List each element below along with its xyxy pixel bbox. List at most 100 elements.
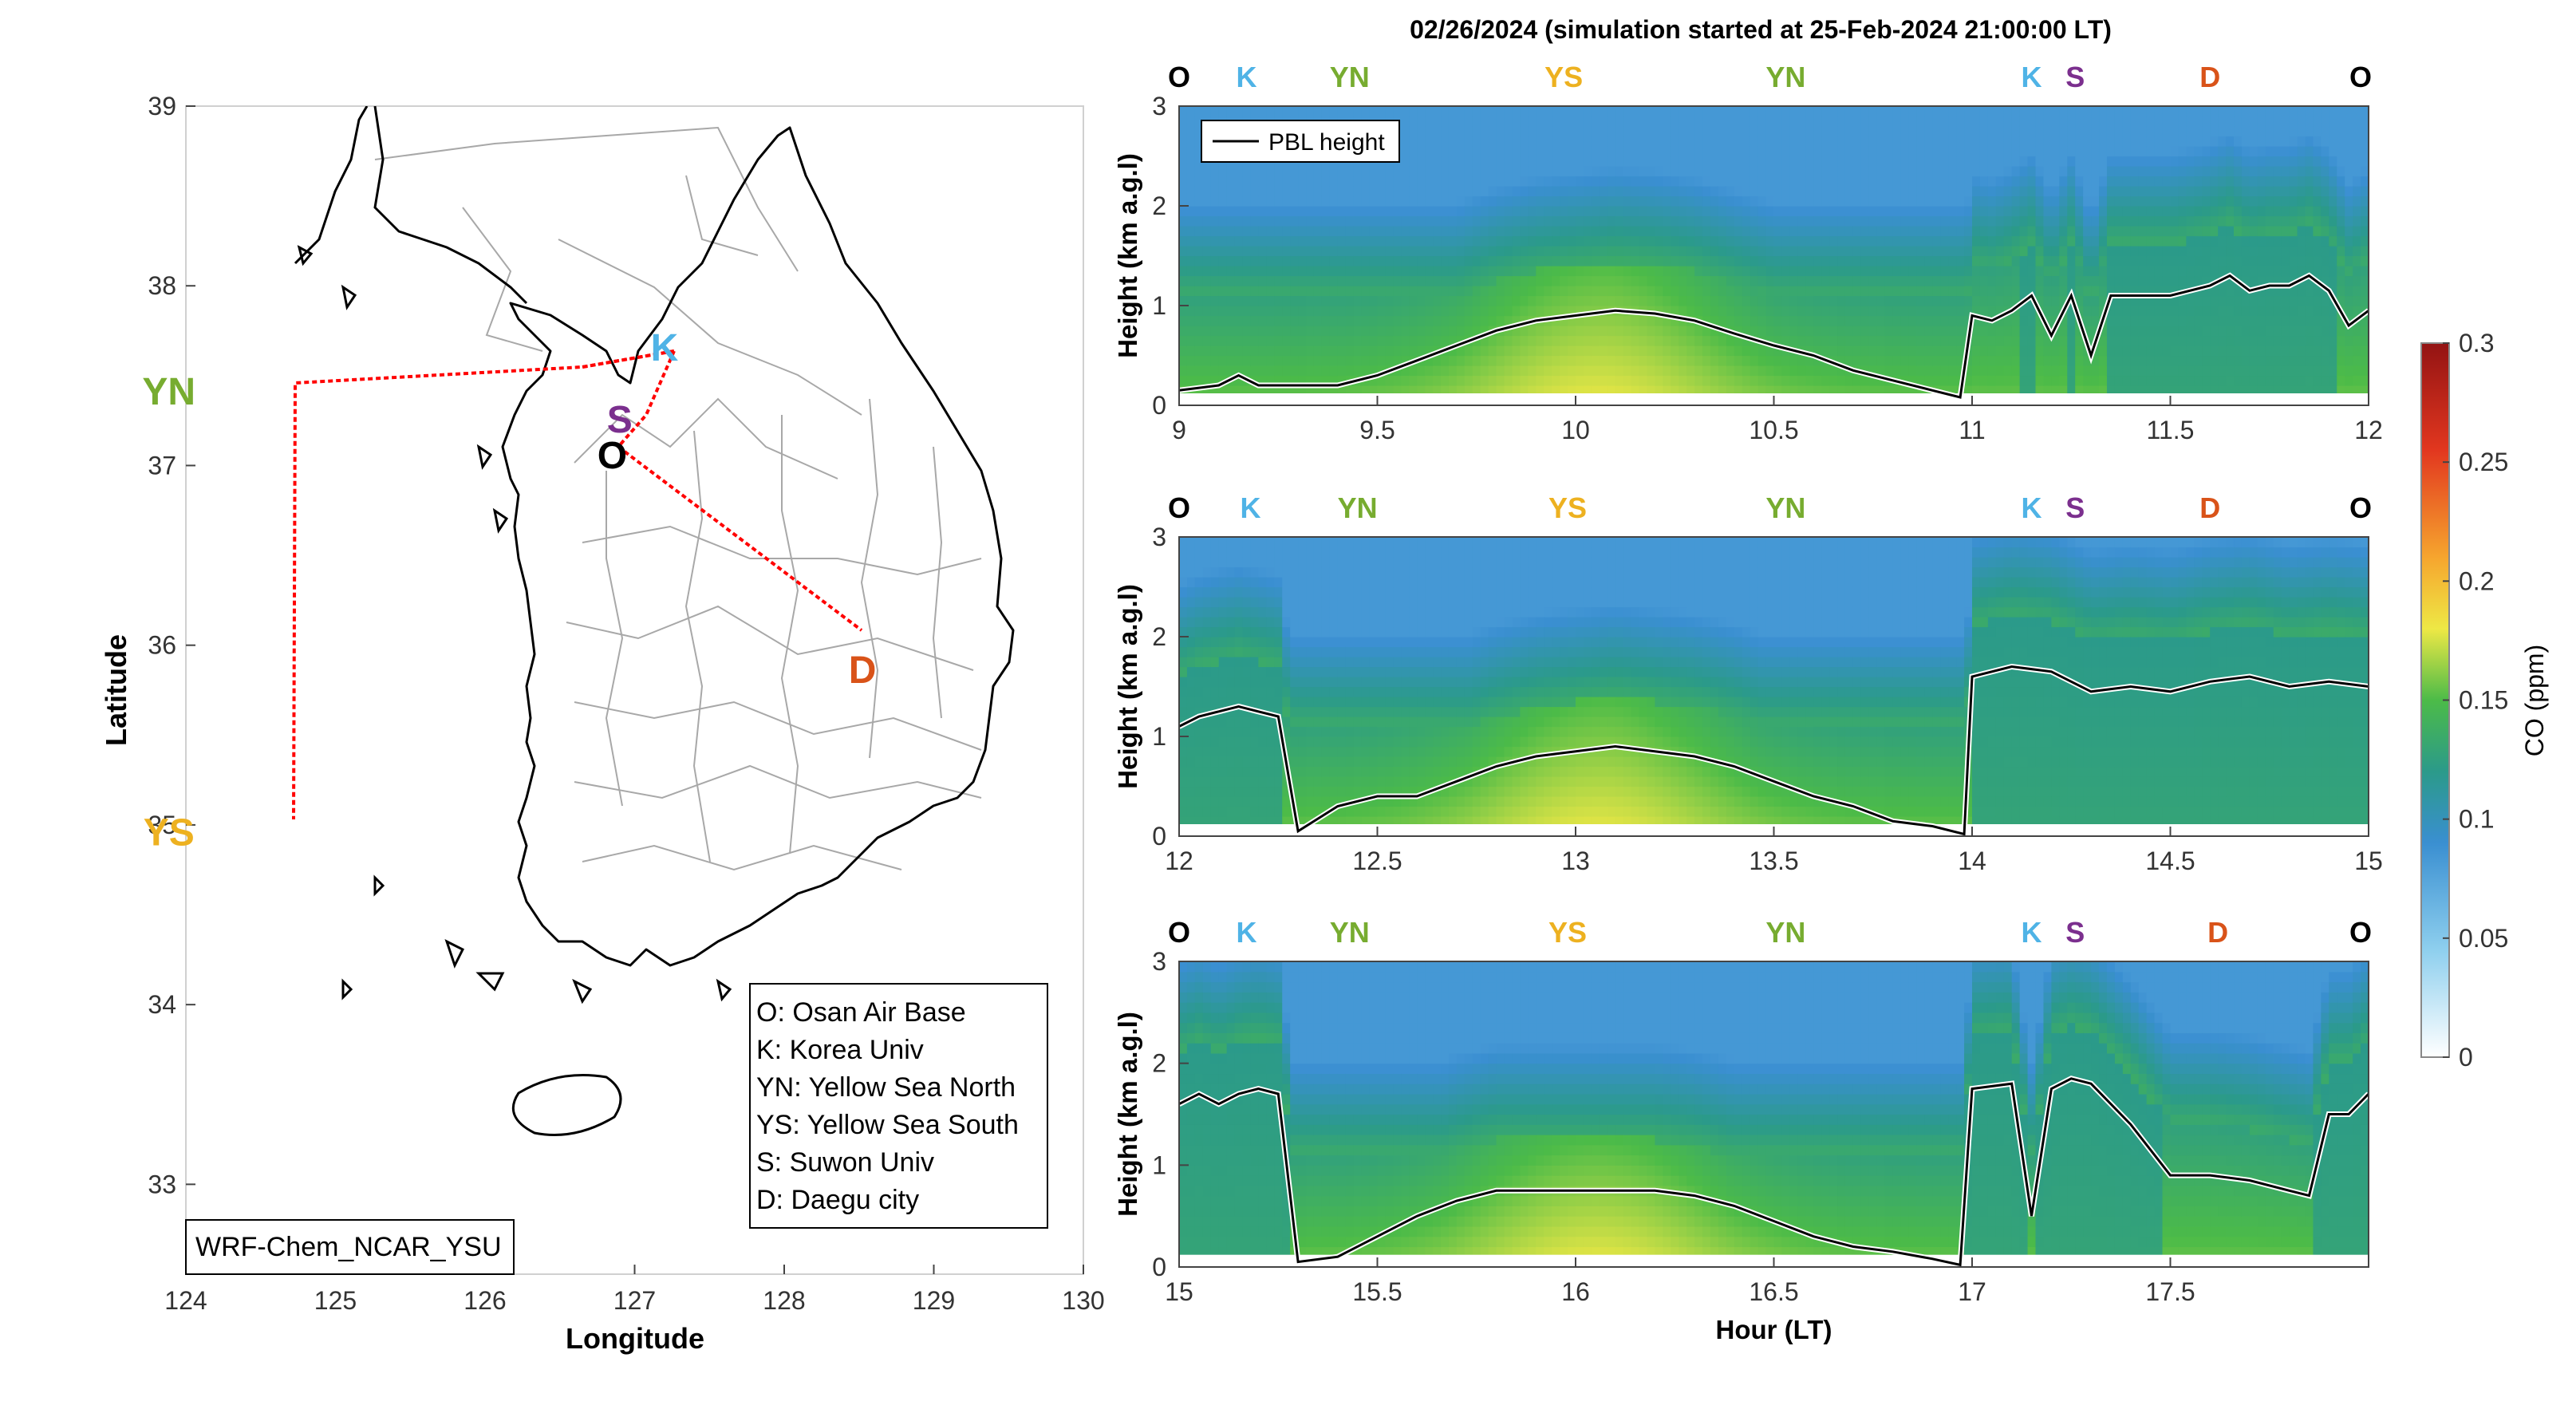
heatmap-cell	[1868, 136, 1878, 147]
heatmap-cell	[1599, 355, 1608, 366]
heatmap-cell	[1425, 385, 1434, 397]
heatmap-cell	[2241, 295, 2251, 306]
heatmap-cell	[1441, 306, 1450, 317]
heatmap-cell	[2361, 156, 2369, 167]
heatmap-cell	[1313, 706, 1323, 717]
heatmap-cell	[1948, 286, 1957, 297]
heatmap-cell	[2281, 326, 2290, 337]
heatmap-cell	[1488, 246, 1497, 257]
heatmap-cell	[1345, 345, 1355, 357]
heatmap-cell	[2027, 226, 2037, 237]
heatmap-cell	[1306, 657, 1315, 668]
heatmap-cell	[1765, 136, 1775, 147]
heatmap-cell	[2257, 206, 2266, 217]
heatmap-cell	[1908, 315, 1918, 326]
heatmap-cell	[1282, 637, 1291, 648]
heatmap-cell	[1908, 266, 1918, 277]
heatmap-cell	[1361, 255, 1371, 266]
heatmap-cell	[1337, 206, 1347, 217]
heatmap-cell	[1568, 136, 1576, 147]
heatmap-cell	[2114, 226, 2124, 237]
heatmap-cell	[2162, 126, 2172, 137]
heatmap-cell	[1631, 286, 1640, 297]
heatmap-cell	[1932, 335, 1941, 346]
heatmap-cell	[2146, 215, 2156, 227]
heatmap-cell	[1852, 226, 1862, 237]
heatmap-cell	[1448, 235, 1458, 247]
heatmap-cell	[1647, 365, 1655, 377]
site-label-d: D	[849, 649, 877, 692]
heatmap-cell	[1306, 335, 1315, 346]
heatmap-cell	[1369, 176, 1379, 187]
heatmap-cell	[1186, 106, 1196, 117]
heatmap-cell	[1210, 246, 1220, 257]
heatmap-cell	[2154, 326, 2164, 337]
heatmap-cell	[2249, 255, 2258, 266]
heatmap-cell	[2353, 255, 2361, 266]
heatmap-cell	[2035, 246, 2045, 257]
heatmap-cell	[1226, 697, 1236, 708]
heatmap-cell	[1472, 126, 1481, 137]
heatmap-cell	[1409, 235, 1418, 247]
heatmap-cell	[1583, 215, 1592, 227]
heatmap-cell	[2091, 365, 2100, 377]
heatmap-cell	[2353, 215, 2361, 227]
heatmap-cell	[1433, 136, 1442, 147]
heatmap-cell	[1900, 106, 1910, 117]
heatmap-cell	[1544, 266, 1552, 277]
heatmap-cell	[2075, 275, 2084, 286]
heatmap-cell	[1298, 345, 1307, 357]
heatmap-cell	[1536, 146, 1544, 157]
heatmap-cell	[1781, 235, 1790, 247]
heatmap-cell	[1710, 266, 1719, 277]
heatmap-cell	[1789, 116, 1798, 127]
heatmap-cell	[1210, 766, 1220, 777]
heatmap-cell	[1226, 816, 1236, 827]
heatmap-cell	[1218, 266, 1228, 277]
heatmap-cell	[2043, 116, 2052, 127]
heatmap-cell	[1472, 385, 1481, 397]
district-boundaries	[374, 126, 982, 871]
heatmap-cell	[1234, 577, 1244, 588]
heatmap-cell	[1932, 176, 1941, 187]
heatmap-cell	[1441, 246, 1450, 257]
heatmap-cell	[1306, 375, 1315, 386]
heatmap-cell	[1528, 295, 1537, 306]
heatmap-cell	[1844, 255, 1854, 266]
heatmap-cell	[2003, 335, 2013, 346]
heatmap-cell	[2035, 136, 2045, 147]
heatmap-cell	[1908, 326, 1918, 337]
heatmap-cell	[1773, 355, 1783, 366]
heatmap-cell	[2257, 226, 2266, 237]
heatmap-cell	[1337, 226, 1347, 237]
heatmap-cell	[1837, 215, 1846, 227]
heatmap-cell	[2106, 226, 2116, 237]
heatmap-cell	[1860, 275, 1870, 286]
heatmap-cell	[2241, 126, 2251, 137]
heatmap-cell	[1544, 186, 1552, 197]
heatmap-cell	[1607, 275, 1616, 286]
heatmap-cell	[1844, 286, 1854, 297]
heatmap-cell	[1202, 326, 1212, 337]
heatmap-cell	[1313, 255, 1323, 266]
heatmap-cell	[1266, 326, 1275, 337]
heatmap-cell	[1860, 226, 1870, 237]
heatmap-cell	[2226, 275, 2235, 286]
korea-coastline	[501, 126, 1015, 967]
heatmap-cell	[1266, 215, 1275, 227]
heatmap-cell	[1179, 345, 1188, 357]
heatmap-cell	[2106, 315, 2116, 326]
heatmap-cell	[2281, 126, 2290, 137]
heatmap-cell	[1329, 255, 1339, 266]
heatmap-cell	[2099, 286, 2108, 297]
heatmap-cell	[1892, 226, 1902, 237]
heatmap-cell	[1908, 246, 1918, 257]
heatmap-cell	[2353, 156, 2361, 167]
heatmap-cell	[2178, 375, 2187, 386]
heatmap-cell	[1860, 166, 1870, 177]
heatmap-cell	[2035, 275, 2045, 286]
heatmap-cell	[1313, 557, 1323, 568]
heatmap-cell	[2329, 226, 2337, 237]
heatmap-cell	[1844, 385, 1854, 397]
heatmap-cell	[1250, 766, 1259, 777]
